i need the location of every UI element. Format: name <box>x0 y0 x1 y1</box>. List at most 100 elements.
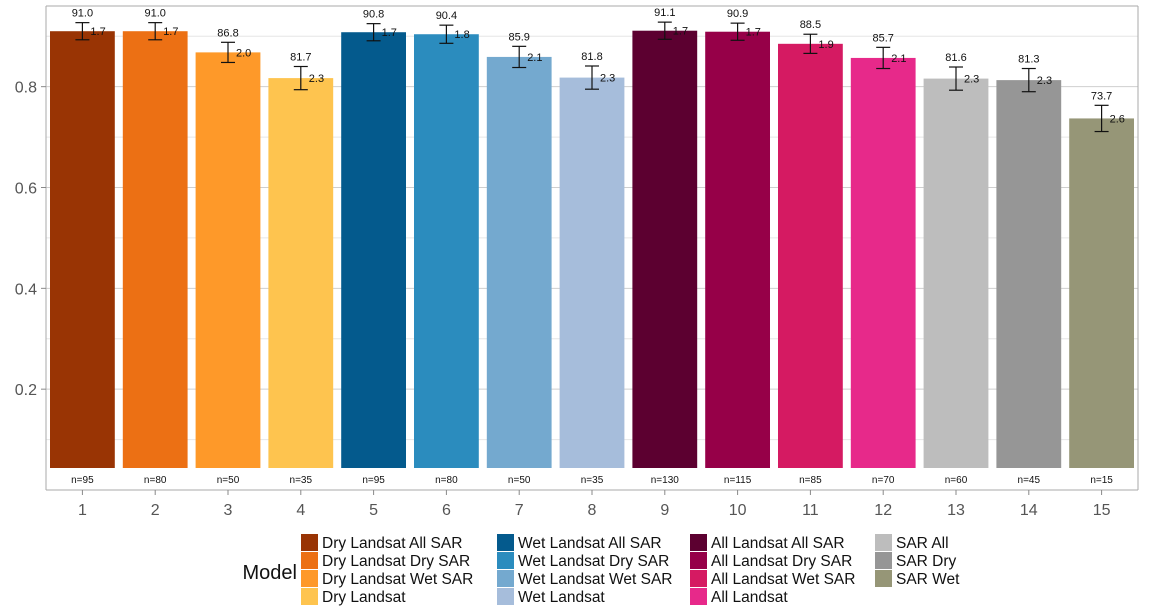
legend-item-label: All Landsat <box>711 589 788 606</box>
x-tick-label: 4 <box>296 502 305 519</box>
bar <box>778 43 843 468</box>
sample-size-label: n=80 <box>435 475 458 486</box>
error-value-label: 2.0 <box>236 47 251 59</box>
bar <box>996 80 1062 469</box>
legend-swatch <box>690 588 707 605</box>
legend-item-label: SAR Wet <box>896 571 960 588</box>
legend-item-label: SAR All <box>896 535 949 552</box>
bar-value-label: 85.9 <box>508 31 529 43</box>
y-tick-label: 0.2 <box>15 382 37 399</box>
bar-value-label: 90.8 <box>363 9 384 21</box>
bar <box>850 57 916 468</box>
legend-title: Model <box>243 562 297 584</box>
bar <box>341 32 406 468</box>
legend-swatch <box>301 588 318 605</box>
error-value-label: 2.1 <box>527 52 542 64</box>
legend-item-label: Dry Landsat Dry SAR <box>322 553 470 570</box>
sample-size-label: n=35 <box>581 475 604 486</box>
bar-value-label: 91.0 <box>72 8 93 20</box>
sample-size-label: n=95 <box>362 475 385 486</box>
bar <box>195 52 261 469</box>
sample-size-label: n=50 <box>508 475 531 486</box>
bar <box>923 78 989 468</box>
legend-item-label: All Landsat Dry SAR <box>711 553 852 570</box>
bar-value-label: 73.7 <box>1091 90 1112 102</box>
x-tick-label: 8 <box>588 502 597 519</box>
y-tick-label: 0.4 <box>15 281 37 298</box>
x-tick-label: 11 <box>802 502 819 519</box>
bar <box>414 34 479 468</box>
legend-item-label: Wet Landsat <box>518 589 605 606</box>
sample-size-label: n=95 <box>71 475 94 486</box>
legend-item-label: Dry Landsat <box>322 589 406 606</box>
sample-size-label: n=60 <box>945 475 968 486</box>
error-value-label: 1.7 <box>382 27 397 39</box>
legend-swatch <box>690 552 707 569</box>
error-value-label: 1.9 <box>818 39 833 51</box>
sample-size-label: n=35 <box>290 475 313 486</box>
bar <box>122 31 188 468</box>
legend-swatch <box>875 570 892 587</box>
bar-value-label: 81.8 <box>581 51 602 63</box>
bar-value-label: 81.3 <box>1018 54 1039 66</box>
legend-swatch <box>690 570 707 587</box>
bar <box>50 31 115 468</box>
sample-size-label: n=45 <box>1018 475 1041 486</box>
x-tick-label: 12 <box>874 502 892 519</box>
bar-value-label: 90.4 <box>436 10 457 22</box>
bar <box>486 56 552 468</box>
y-tick-label: 0.6 <box>15 181 37 198</box>
bar <box>705 31 770 469</box>
legend-swatch <box>301 570 318 587</box>
x-tick-label: 7 <box>515 502 524 519</box>
legend-swatch <box>497 588 514 605</box>
legend-swatch <box>497 552 514 569</box>
error-value-label: 1.7 <box>163 26 178 38</box>
bar <box>559 77 625 468</box>
x-tick-label: 3 <box>224 502 233 519</box>
bar-value-label: 81.7 <box>290 52 311 64</box>
bar-value-label: 86.8 <box>217 27 238 39</box>
sample-size-label: n=15 <box>1090 475 1113 486</box>
bar-value-label: 88.5 <box>800 19 821 31</box>
x-tick-label: 9 <box>660 502 669 519</box>
error-value-label: 2.3 <box>1037 75 1052 87</box>
error-value-label: 2.3 <box>964 74 979 86</box>
error-value-label: 2.3 <box>309 73 324 85</box>
legend-item-label: All Landsat Wet SAR <box>711 571 855 588</box>
error-value-label: 2.6 <box>1110 113 1125 125</box>
bar-labels: 91.0 1.7 n=95 91.0 1.7 n=80 86.8 2.0 n=50 81.7 2.3… <box>71 7 1125 486</box>
bar-value-label: 90.9 <box>727 8 748 20</box>
legend-item-label: Wet Landsat Dry SAR <box>518 553 669 570</box>
sample-size-label: n=115 <box>724 475 752 486</box>
bar-value-label: 91.1 <box>654 7 675 19</box>
error-value-label: 1.7 <box>746 27 761 39</box>
sample-size-label: n=80 <box>144 475 167 486</box>
error-value-label: 2.3 <box>600 73 615 85</box>
bar-value-label: 81.6 <box>945 52 966 64</box>
legend-swatch <box>497 534 514 551</box>
legend-item-label: Dry Landsat Wet SAR <box>322 571 473 588</box>
bar-value-label: 85.7 <box>872 32 893 44</box>
legend-swatch <box>301 552 318 569</box>
sample-size-label: n=85 <box>799 475 822 486</box>
legend-item-label: SAR Dry <box>896 553 957 570</box>
x-tick-label: 10 <box>729 502 747 519</box>
error-value-label: 2.1 <box>891 53 906 65</box>
legend-item-label: Wet Landsat Wet SAR <box>518 571 673 588</box>
legend-item-label: All Landsat All SAR <box>711 535 845 552</box>
x-tick-label: 5 <box>369 502 378 519</box>
x-tick-label: 1 <box>78 502 87 519</box>
x-tick-label: 6 <box>442 502 451 519</box>
x-tick-label: 2 <box>151 502 160 519</box>
x-tick-label: 15 <box>1093 502 1111 519</box>
bar <box>1069 118 1134 468</box>
legend-swatch <box>497 570 514 587</box>
y-tick-label: 0.8 <box>15 80 37 97</box>
sample-size-label: n=70 <box>872 475 895 486</box>
bar <box>268 78 334 469</box>
bar <box>632 30 698 469</box>
legend-item-label: Wet Landsat All SAR <box>518 535 662 552</box>
x-tick-label: 14 <box>1020 502 1038 519</box>
